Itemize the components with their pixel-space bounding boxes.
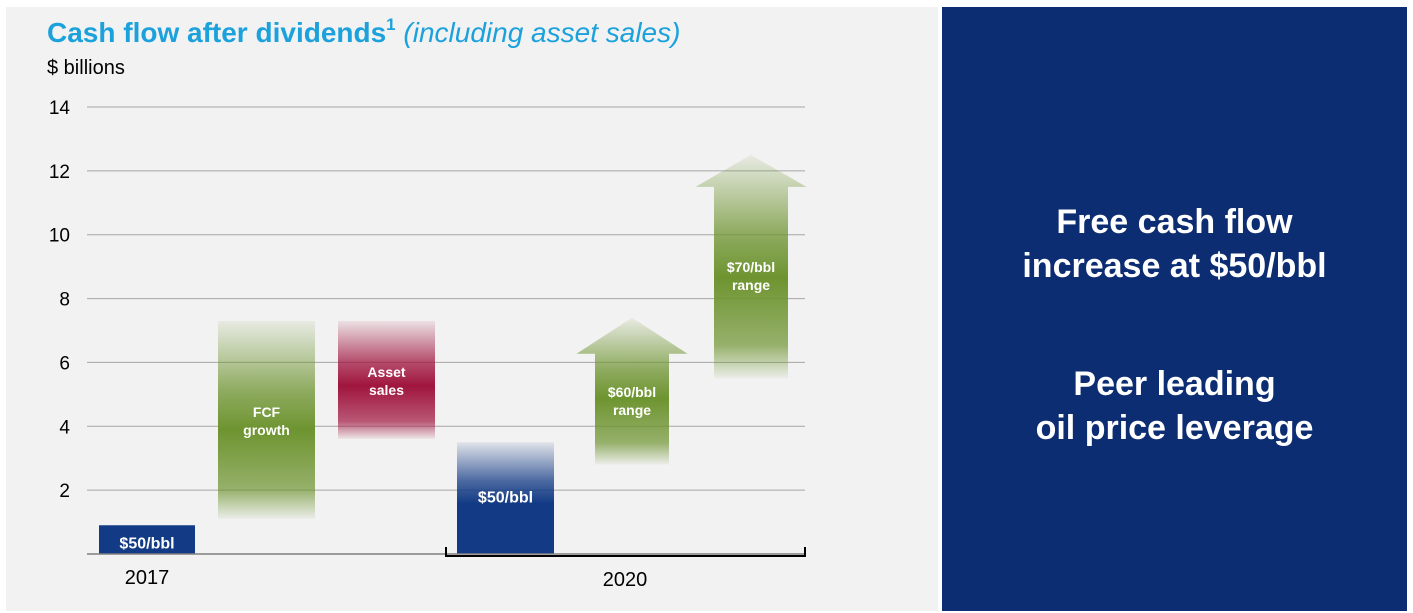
x-group-label: 2017: [125, 567, 170, 589]
message-panel: Free cash flow increase at $50/bbl Peer …: [942, 7, 1407, 611]
bar-label: $70/bbl: [727, 259, 775, 275]
y-axis-unit-label: $ billions: [47, 57, 125, 79]
bar: [338, 320, 435, 440]
y-tick-label: 14: [49, 98, 71, 119]
bar-label: sales: [369, 382, 404, 398]
axis-layer: 2017 2020: [87, 547, 806, 591]
leverage-message-line-1: Peer leading: [1073, 365, 1276, 403]
leverage-message: Peer leading oil price leverage: [942, 362, 1407, 450]
grid-layer: 2 4 6 8 10 12 14: [49, 98, 805, 502]
y-tick-label: 10: [49, 226, 70, 247]
bar: [457, 442, 554, 554]
bar-label: range: [732, 277, 770, 293]
y-tick-label: 4: [59, 417, 70, 438]
x-group-label: 2020: [603, 569, 648, 591]
bar-layer: $50/bbl FCF growth Asset sales $50/bbl $60/bbl…: [99, 154, 807, 554]
y-tick-label: 2: [59, 481, 70, 502]
bar: [218, 320, 315, 519]
leverage-message-line-2: oil price leverage: [1035, 409, 1314, 447]
y-tick-label: 6: [59, 353, 70, 374]
bar-label: Asset: [367, 364, 405, 380]
y-tick-label: 12: [49, 162, 70, 183]
arrow-bar: [695, 154, 807, 379]
chart-title-qualifier: (including asset sales): [403, 17, 681, 48]
group-bracket-2020: [445, 547, 806, 557]
y-tick-label: 8: [59, 290, 70, 311]
bar-label: $50/bbl: [119, 536, 174, 553]
fcf-message-line-1: Free cash flow: [1056, 203, 1293, 241]
fcf-message: Free cash flow increase at $50/bbl: [942, 200, 1407, 288]
bar-label: FCF: [253, 404, 281, 420]
chart-title: Cash flow after dividends1 (including as…: [47, 15, 681, 49]
bar-label: $50/bbl: [478, 490, 533, 507]
bar: [99, 525, 195, 554]
bar-label: $60/bbl: [608, 384, 656, 400]
chart-title-footnote: 1: [386, 15, 396, 34]
fcf-message-line-2: increase at $50/bbl: [1022, 247, 1327, 285]
bar-label: range: [613, 402, 651, 418]
bar-label: growth: [243, 422, 290, 438]
arrow-bar: [576, 317, 688, 465]
chart-title-main: Cash flow after dividends: [47, 17, 387, 48]
